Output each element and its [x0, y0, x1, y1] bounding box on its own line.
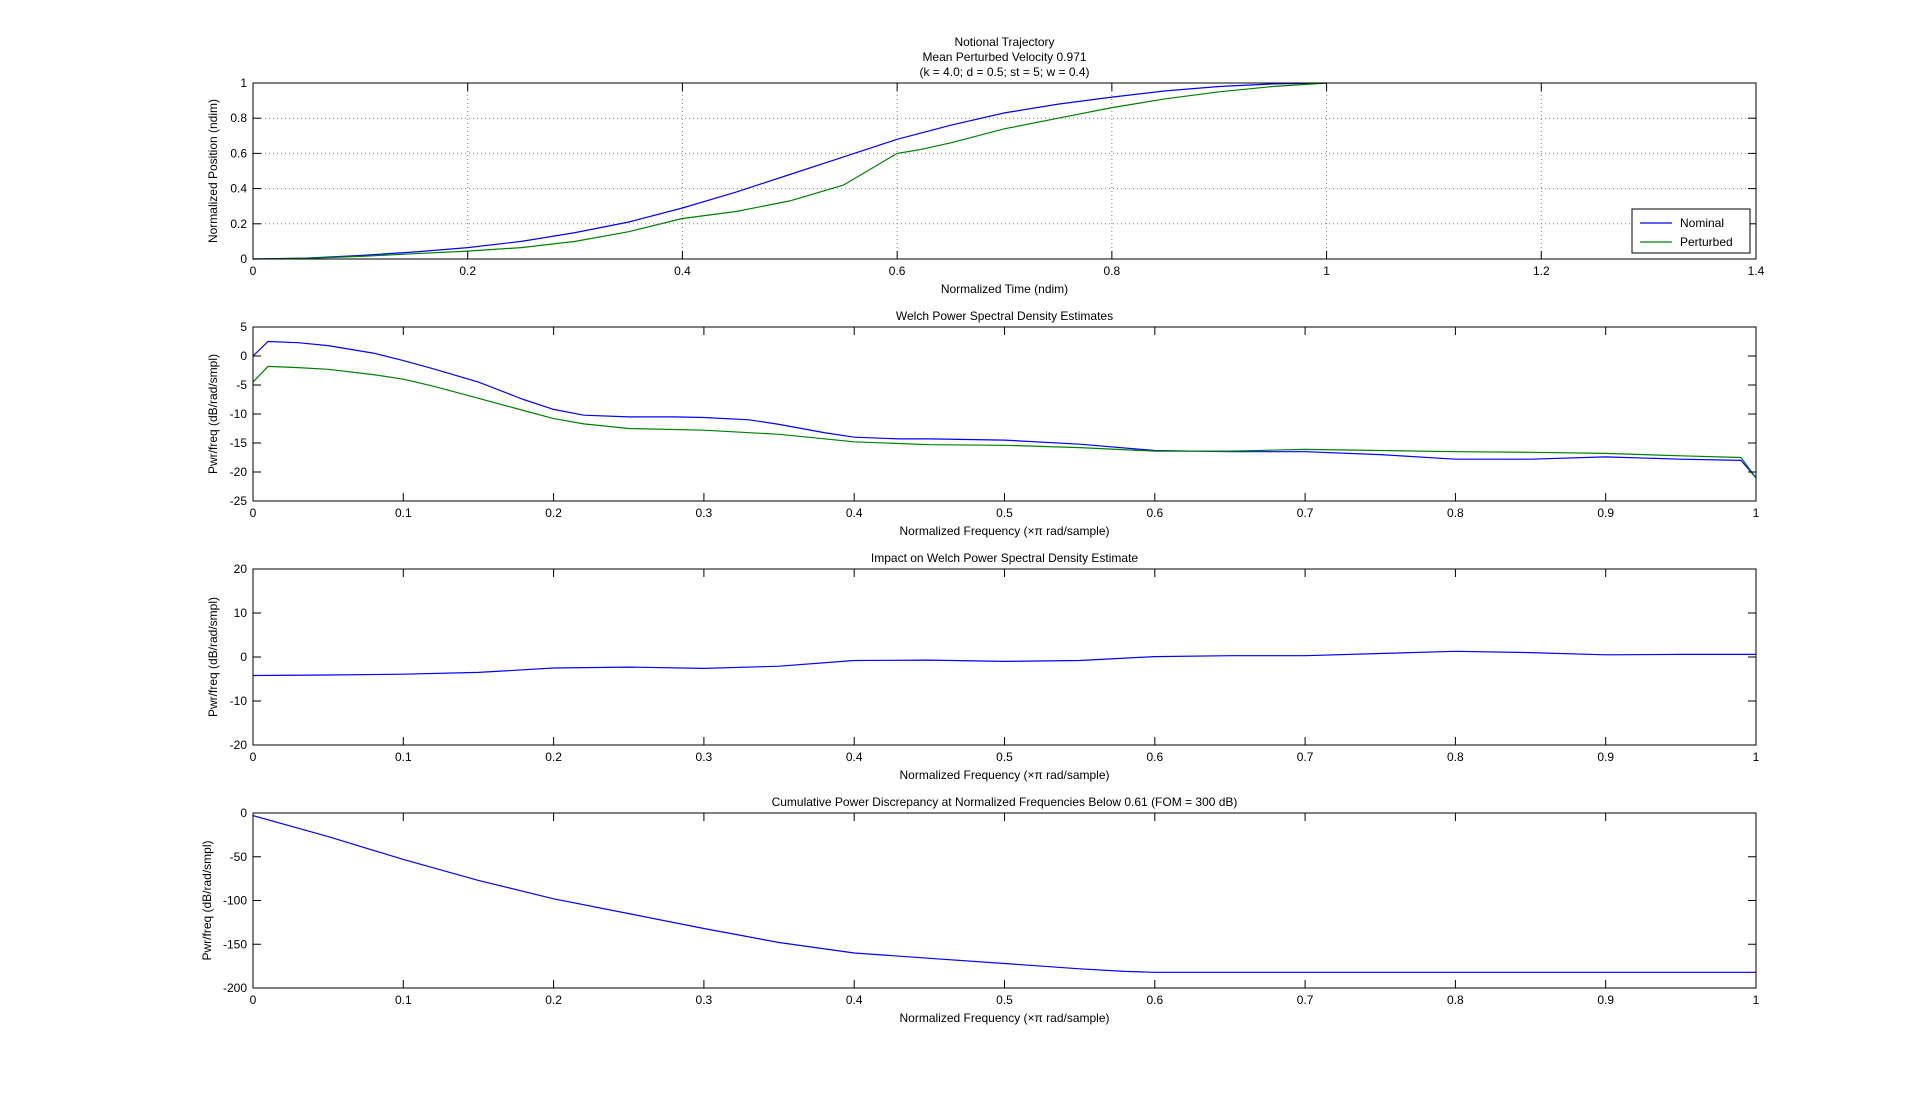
y-tick-label: -20 — [230, 465, 248, 479]
x-tick-label: 0.8 — [1104, 264, 1121, 278]
y-tick-label: -50 — [230, 850, 248, 864]
subplot-3: 0 0.1 0.2 0.3 0.4 0.5 0.6 0.7 0.8 0.9 1 -20 -10 0 10 20… — [206, 551, 1760, 782]
y-tick-label: -100 — [223, 894, 247, 908]
x-tick-label: 1 — [1753, 750, 1760, 764]
x-tick-label: 0.5 — [996, 750, 1013, 764]
x-tick-label: 0.3 — [696, 750, 713, 764]
y-tick-label: 0 — [240, 806, 247, 820]
x-tick-label: 0.6 — [889, 264, 906, 278]
y-tick-label: 0.8 — [230, 111, 247, 125]
x-tick-label: 0.5 — [996, 993, 1013, 1007]
x-tick-label: 0.3 — [696, 506, 713, 520]
plot-area — [253, 83, 1756, 259]
series-line-1 — [252, 650, 1756, 677]
x-tick-label: 0.8 — [1447, 993, 1464, 1007]
x-tick-label: 0.2 — [459, 264, 476, 278]
chart-title-line: (k = 4.0; d = 0.5; st = 5; w = 0.4) — [919, 65, 1089, 79]
x-tick-label: 0.3 — [696, 993, 713, 1007]
x-axis-label: Normalized Time (ndim) — [941, 282, 1068, 296]
x-axis-label: Normalized Frequency (×π rad/sample) — [899, 768, 1109, 782]
x-tick-label: 0.2 — [545, 506, 562, 520]
y-tick-label: -200 — [223, 981, 247, 995]
x-tick-label: 1.4 — [1748, 264, 1765, 278]
series-line-1 — [252, 815, 1756, 973]
x-tick-label: 0.4 — [846, 506, 863, 520]
y-tick-label: -10 — [230, 694, 248, 708]
y-tick-label: 0 — [240, 349, 247, 363]
x-tick-label: 0.7 — [1297, 506, 1314, 520]
x-tick-label: 0.6 — [1146, 993, 1163, 1007]
y-tick-label: -150 — [223, 937, 247, 951]
x-tick-label: 0 — [250, 506, 257, 520]
y-tick-label: 0.6 — [230, 146, 247, 160]
chart-title-line: Mean Perturbed Velocity 0.971 — [922, 50, 1086, 64]
chart-title-line: Welch Power Spectral Density Estimates — [896, 309, 1113, 323]
y-tick-label: -5 — [236, 378, 247, 392]
x-tick-label: 0.1 — [395, 993, 412, 1007]
legend-label-2: Perturbed — [1680, 235, 1733, 249]
series-line-2 — [252, 82, 1327, 260]
y-axis-label: Pwr/freq (dB/rad/smpl) — [206, 354, 220, 474]
x-tick-label: 0.8 — [1447, 506, 1464, 520]
x-axis-label: Normalized Frequency (×π rad/sample) — [899, 1011, 1109, 1025]
x-tick-label: 0.2 — [545, 750, 562, 764]
subplot-2: 0 0.1 0.2 0.3 0.4 0.5 0.6 0.7 0.8 0.9 1 -25 -20 -15 -1… — [206, 309, 1760, 538]
y-tick-label: 0 — [240, 252, 247, 266]
subplot-1: 0 0.2 0.4 0.6 0.8 1 1.2 1.4 0 0.2 0.4 0.6 0.8 1 Notion… — [206, 35, 1765, 296]
y-axis-label: Pwr/freq (dB/rad/smpl) — [206, 597, 220, 717]
x-tick-label: 0 — [250, 264, 257, 278]
y-tick-label: 1 — [240, 76, 247, 90]
x-tick-label: 0.2 — [545, 993, 562, 1007]
plot-area — [253, 813, 1756, 988]
chart-title-line: Notional Trajectory — [954, 35, 1054, 49]
x-tick-label: 0 — [250, 993, 257, 1007]
x-tick-label: 0.4 — [674, 264, 691, 278]
subplot-4: 0 0.1 0.2 0.3 0.4 0.5 0.6 0.7 0.8 0.9 1 -200 -150 -10… — [200, 795, 1760, 1025]
legend-label-1: Nominal — [1680, 216, 1724, 230]
x-tick-label: 1.2 — [1533, 264, 1550, 278]
x-tick-label: 1 — [1753, 993, 1760, 1007]
y-axis-label: Pwr/freq (dB/rad/smpl) — [200, 840, 214, 960]
y-tick-label: 5 — [240, 320, 247, 334]
series-line-1 — [252, 82, 1327, 260]
x-axis-label: Normalized Frequency (×π rad/sample) — [899, 524, 1109, 538]
x-tick-label: 0.1 — [395, 750, 412, 764]
y-axis-label: Normalized Position (ndim) — [206, 99, 220, 243]
x-tick-label: 0.6 — [1146, 750, 1163, 764]
x-tick-label: 0.9 — [1597, 750, 1614, 764]
x-tick-label: 0.1 — [395, 506, 412, 520]
chart-title-line: Impact on Welch Power Spectral Density E… — [871, 551, 1139, 565]
x-tick-label: 0.7 — [1297, 993, 1314, 1007]
y-tick-label: 0.4 — [230, 182, 247, 196]
x-tick-label: 0.8 — [1447, 750, 1464, 764]
x-tick-label: 0.7 — [1297, 750, 1314, 764]
y-tick-label: -10 — [230, 407, 248, 421]
x-tick-label: 0.9 — [1597, 506, 1614, 520]
x-tick-label: 0.5 — [996, 506, 1013, 520]
chart-title-line: Cumulative Power Discrepancy at Normaliz… — [772, 795, 1238, 809]
y-tick-label: 20 — [234, 562, 248, 576]
x-tick-label: 0.6 — [1146, 506, 1163, 520]
plot-area — [253, 569, 1756, 745]
y-tick-label: -25 — [230, 494, 248, 508]
y-tick-label: 0.2 — [230, 217, 247, 231]
series-line-1 — [252, 340, 1757, 479]
x-tick-label: 0.9 — [1597, 993, 1614, 1007]
legend-box — [1631, 208, 1751, 254]
y-tick-label: -15 — [230, 436, 248, 450]
series-line-2 — [252, 365, 1757, 479]
x-tick-label: 1 — [1323, 264, 1330, 278]
x-tick-label: 1 — [1753, 506, 1760, 520]
y-tick-label: -20 — [230, 738, 248, 752]
axes-box — [252, 82, 1757, 260]
y-tick-label: 0 — [240, 650, 247, 664]
legend: Nominal Perturbed — [1631, 208, 1751, 254]
x-tick-label: 0.4 — [846, 993, 863, 1007]
plot-area — [253, 327, 1756, 501]
x-tick-label: 0 — [250, 750, 257, 764]
x-tick-label: 0.4 — [846, 750, 863, 764]
y-tick-label: 10 — [234, 606, 248, 620]
